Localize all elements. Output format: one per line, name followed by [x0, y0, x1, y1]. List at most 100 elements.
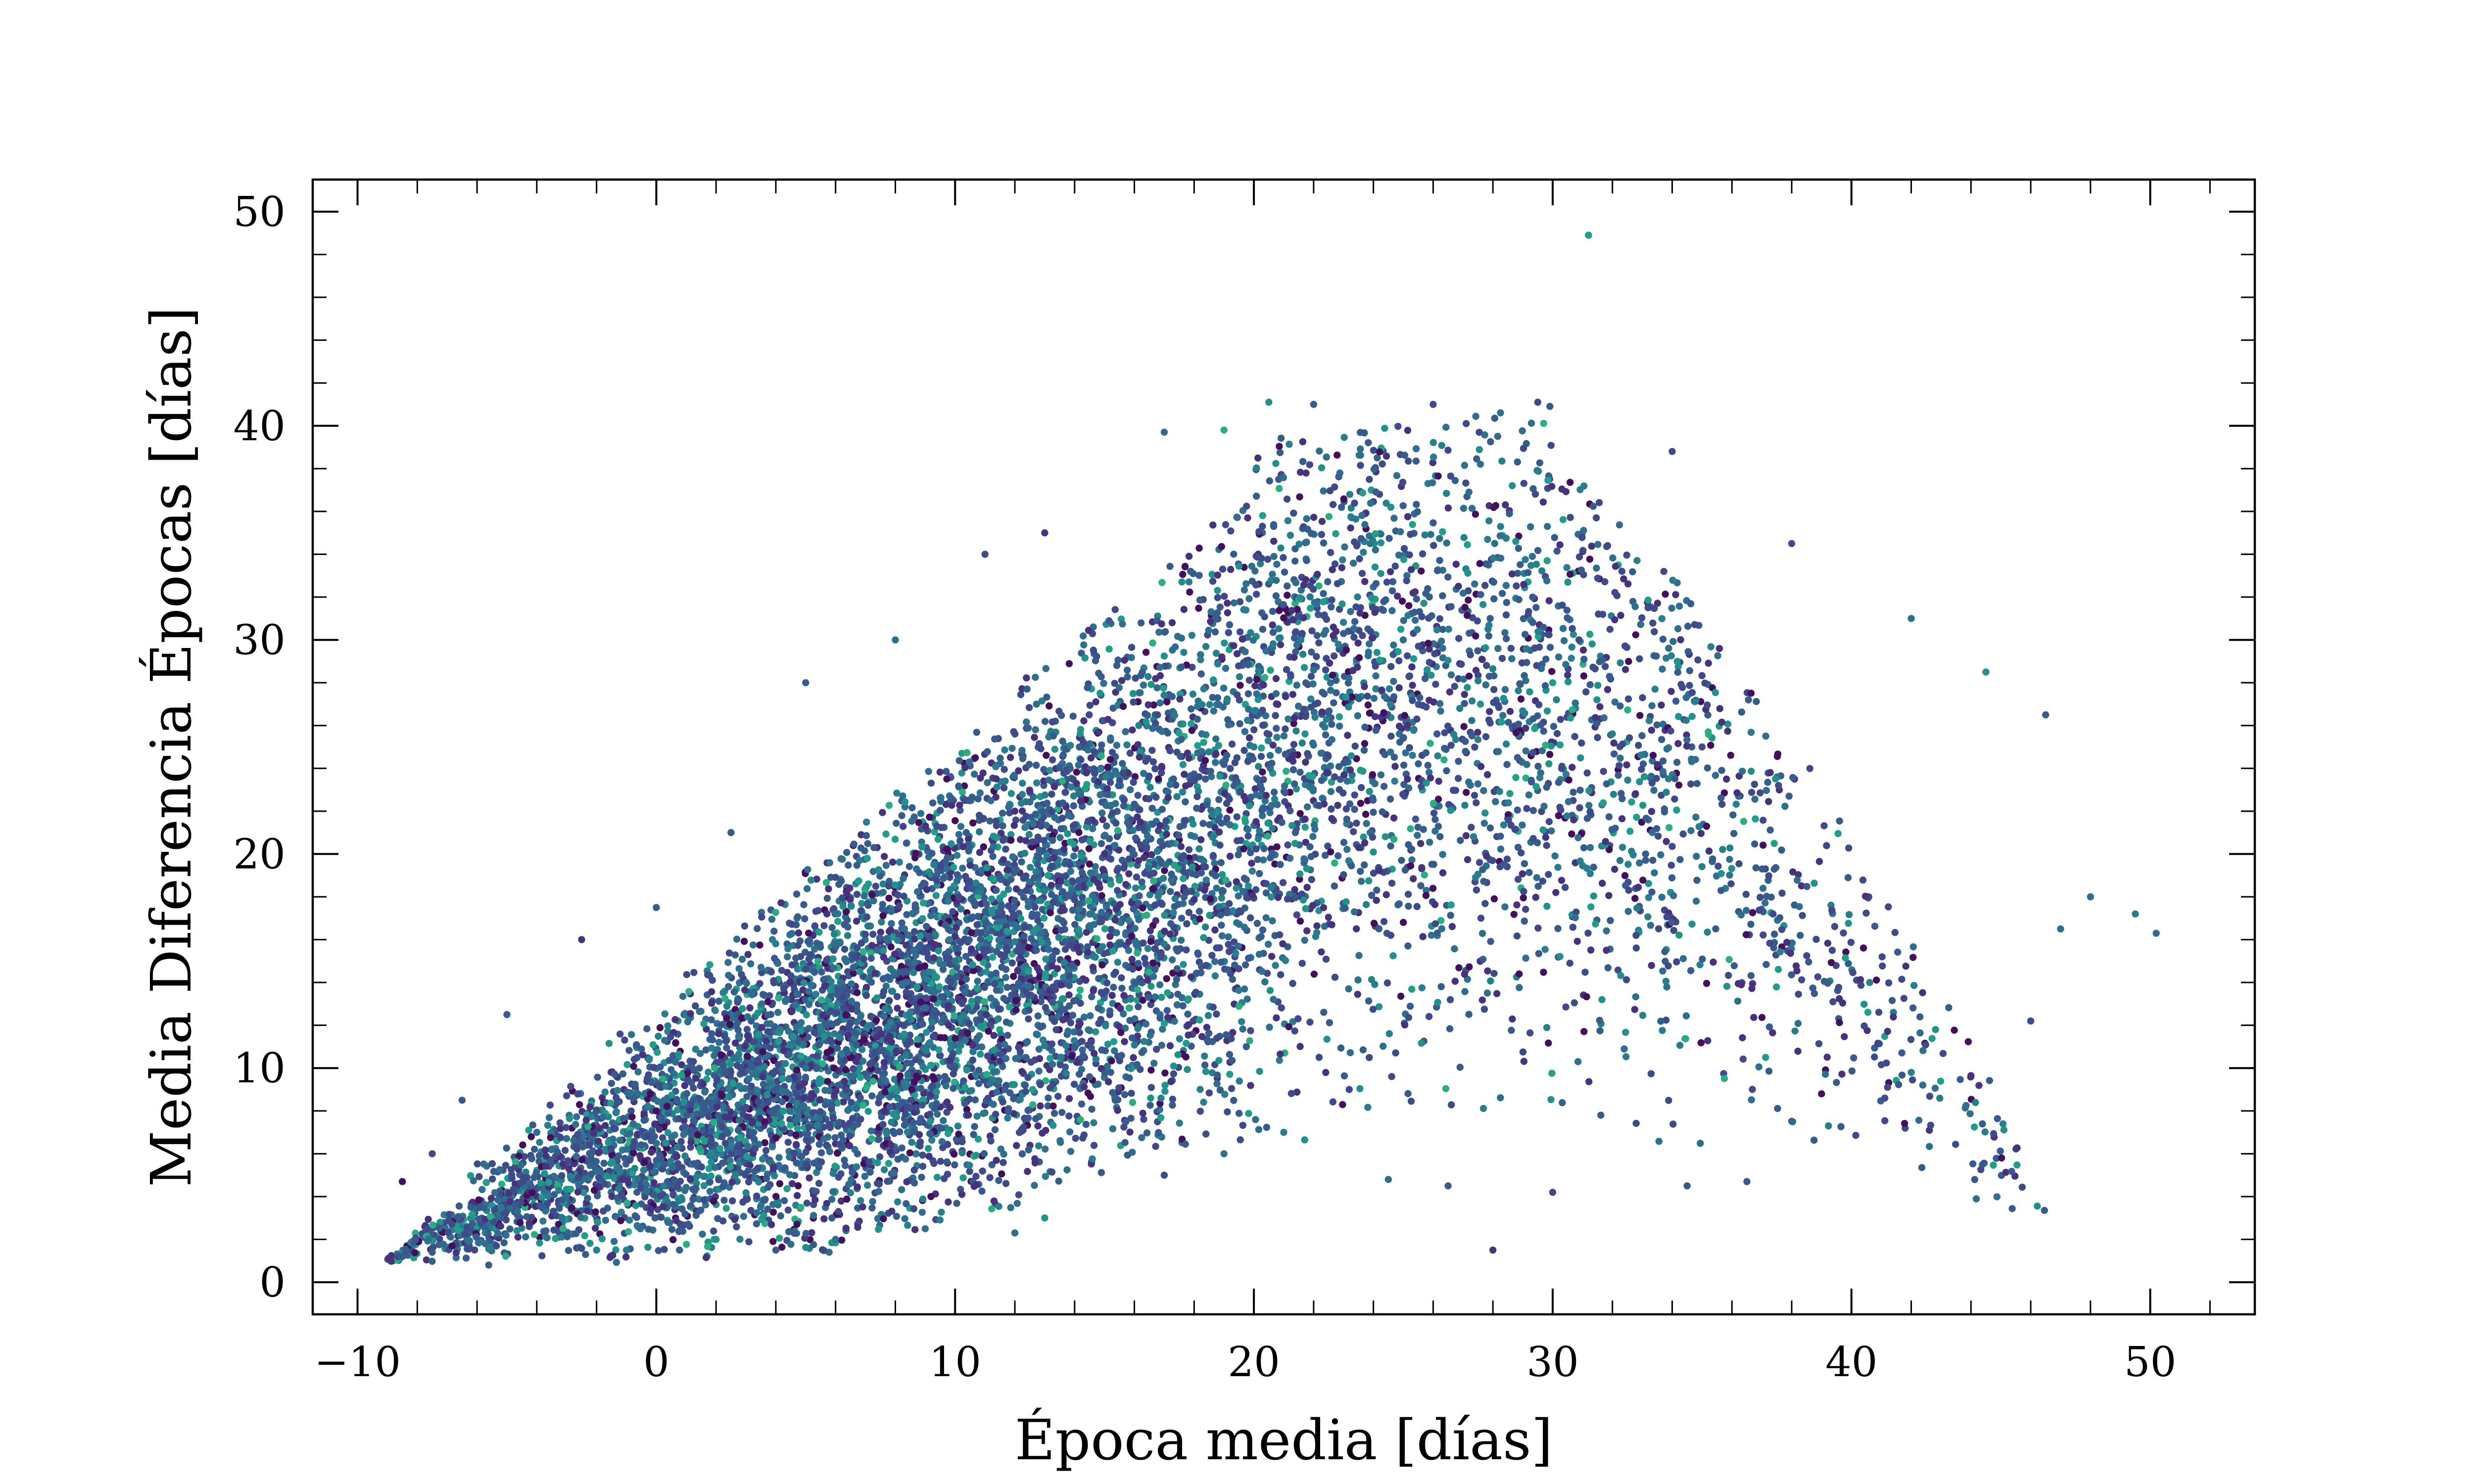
scatter-point [1373, 897, 1380, 904]
scatter-point [1571, 733, 1578, 741]
scatter-point [1404, 942, 1412, 950]
scatter-point [1284, 841, 1291, 849]
scatter-point [681, 1152, 689, 1160]
scatter-point [1065, 991, 1073, 999]
scatter-point [1105, 645, 1113, 653]
scatter-point [1007, 1204, 1014, 1211]
scatter-point [1404, 652, 1411, 660]
scatter-point [1455, 775, 1462, 782]
scatter-point [1128, 644, 1136, 651]
scatter-point [1277, 971, 1285, 978]
scatter-point [708, 988, 715, 996]
scatter-point [715, 1038, 723, 1046]
scatter-point [1120, 1010, 1127, 1018]
scatter-point [784, 1206, 792, 1214]
scatter-point [1273, 843, 1281, 851]
scatter-point [1370, 695, 1378, 702]
scatter-point [1567, 513, 1574, 521]
scatter-point [1814, 973, 1822, 981]
scatter-point [1276, 485, 1283, 492]
scatter-point [1638, 614, 1646, 622]
scatter-point [1084, 684, 1091, 692]
scatter-point [965, 1020, 973, 1027]
scatter-point [945, 1198, 952, 1206]
scatter-point [898, 1144, 905, 1152]
scatter-point [1306, 461, 1314, 468]
scatter-point [1125, 870, 1133, 878]
scatter-point [1236, 1077, 1243, 1085]
scatter-point [1510, 911, 1518, 918]
scatter-point [1567, 714, 1574, 722]
scatter-point [1350, 559, 1357, 567]
scatter-point [1491, 540, 1498, 547]
scatter-point [1240, 746, 1248, 754]
scatter-point [1140, 681, 1147, 689]
scatter-point [1543, 1024, 1551, 1031]
scatter-point [1594, 574, 1602, 582]
scatter-point [1218, 922, 1225, 929]
scatter-point [1066, 1128, 1074, 1136]
scatter-point [1490, 895, 1498, 903]
scatter-point [1135, 960, 1142, 967]
scatter-point [1327, 549, 1334, 556]
scatter-point [1388, 607, 1396, 614]
scatter-point [1280, 732, 1288, 740]
scatter-point [1515, 545, 1522, 552]
scatter-point [627, 1107, 635, 1115]
scatter-point [1021, 1081, 1029, 1089]
scatter-point [1550, 723, 1558, 730]
scatter-point [1503, 599, 1511, 606]
scatter-point [1748, 767, 1755, 775]
scatter-point [1070, 802, 1077, 810]
scatter-point [889, 987, 897, 995]
scatter-point [1126, 749, 1134, 757]
scatter-point [1226, 852, 1234, 860]
scatter-point [1237, 1136, 1244, 1144]
scatter-point [1114, 959, 1122, 966]
scatter-point [882, 830, 890, 838]
scatter-point [1659, 665, 1666, 673]
scatter-point [1845, 911, 1853, 919]
scatter-point [908, 804, 916, 812]
scatter-point [853, 890, 861, 898]
scatter-point [1484, 967, 1491, 975]
scatter-point [1171, 895, 1179, 903]
scatter-point [1082, 976, 1090, 984]
scatter-point [1046, 702, 1053, 710]
scatter-point [1307, 604, 1314, 612]
scatter-point [1185, 553, 1193, 560]
scatter-point [1580, 1028, 1588, 1035]
scatter-point [1042, 1173, 1049, 1180]
scatter-point [1092, 657, 1099, 664]
scatter-point [1715, 645, 1723, 652]
scatter-point [876, 934, 884, 942]
scatter-point [1388, 1073, 1395, 1080]
scatter-point [1366, 475, 1373, 483]
scatter-point [1185, 754, 1192, 762]
scatter-point [1245, 595, 1253, 603]
scatter-point [1354, 593, 1361, 601]
scatter-point [1322, 851, 1329, 859]
scatter-point [1008, 959, 1016, 967]
scatter-point [1436, 535, 1443, 542]
scatter-point [912, 1150, 920, 1158]
scatter-point [794, 1192, 801, 1200]
scatter-point [1433, 730, 1441, 738]
scatter-point [1684, 648, 1692, 655]
scatter-point [1486, 824, 1494, 832]
scatter-point [919, 1195, 927, 1203]
scatter-point [820, 1215, 828, 1223]
scatter-point [770, 1172, 778, 1180]
scatter-point [1045, 946, 1052, 953]
scatter-point [1429, 439, 1437, 446]
scatter-point [1820, 822, 1828, 830]
scatter-point [713, 1076, 721, 1084]
scatter-point [1408, 663, 1416, 671]
scatter-point [1601, 578, 1609, 586]
scatter-point [1464, 569, 1472, 577]
scatter-point [1676, 856, 1684, 863]
scatter-point [989, 954, 997, 961]
scatter-point [1213, 1010, 1220, 1018]
scatter-point [1464, 541, 1471, 549]
scatter-point [1324, 578, 1332, 586]
